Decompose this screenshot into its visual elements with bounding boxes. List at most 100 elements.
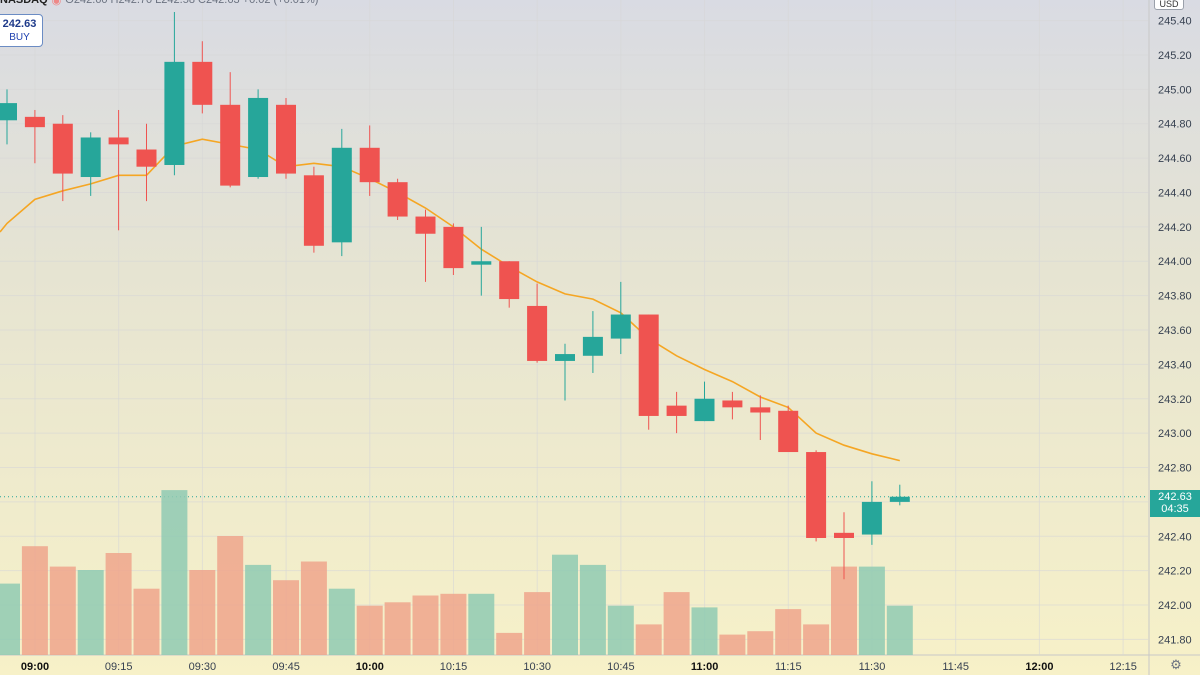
last-price-label: 242.63 04:35 bbox=[1150, 489, 1200, 517]
candle bbox=[722, 391, 743, 420]
symbol-label[interactable]: NASDAQ bbox=[0, 0, 48, 6]
candle bbox=[638, 314, 659, 430]
candle bbox=[164, 12, 185, 176]
price-tick-label: 244.00 bbox=[1158, 256, 1192, 268]
price-tick-label: 243.20 bbox=[1158, 394, 1192, 406]
candle-body bbox=[303, 175, 324, 246]
time-tick-label: 11:00 bbox=[691, 661, 719, 673]
volume-bar bbox=[245, 564, 272, 655]
volume-bar bbox=[21, 546, 48, 655]
price-tick-label: 244.80 bbox=[1158, 119, 1192, 131]
candle-body bbox=[499, 261, 520, 300]
volume-bar bbox=[0, 583, 20, 655]
candle bbox=[136, 123, 157, 202]
price-tick-label: 242.40 bbox=[1158, 531, 1192, 543]
time-tick-label: 09:00 bbox=[21, 661, 49, 673]
price-tick-label: 242.00 bbox=[1158, 600, 1192, 612]
symbol-legend: NASDAQ ◉ O242.60 H242.70 L242.58 C242.63… bbox=[0, 0, 318, 8]
candle-body bbox=[834, 532, 854, 538]
candle bbox=[610, 281, 631, 355]
candles bbox=[0, 12, 910, 580]
pin-icon[interactable]: ◉ bbox=[51, 0, 62, 7]
bar-countdown: 04:35 bbox=[1161, 502, 1189, 515]
candle-body bbox=[80, 137, 101, 178]
volume-bar bbox=[663, 592, 690, 655]
price-tick-label: 244.40 bbox=[1158, 187, 1192, 199]
candle bbox=[834, 512, 854, 580]
time-tick-label: 10:30 bbox=[523, 661, 551, 673]
candle-body bbox=[220, 104, 241, 186]
candle-body bbox=[192, 61, 213, 105]
candle-body bbox=[443, 226, 464, 269]
candle-body bbox=[750, 407, 771, 413]
time-tick-label: 10:45 bbox=[607, 661, 635, 673]
price-tick-label: 242.20 bbox=[1158, 566, 1192, 578]
volume-bar bbox=[77, 570, 104, 655]
price-axis[interactable]: 245.40 245.20 245.00 244.80 244.60 244.40 244.… bbox=[1158, 16, 1192, 647]
volume-bar bbox=[189, 570, 216, 655]
price-tick-label: 244.60 bbox=[1158, 153, 1192, 165]
volume-bar bbox=[552, 554, 578, 655]
time-tick-label: 09:15 bbox=[105, 661, 133, 673]
candle-body bbox=[582, 336, 603, 356]
volume-bar bbox=[607, 605, 634, 655]
candle-body bbox=[610, 314, 631, 339]
price-tick-label: 245.20 bbox=[1158, 50, 1192, 62]
price-tick-label: 243.80 bbox=[1158, 291, 1192, 303]
volume-bar bbox=[49, 566, 76, 655]
gear-icon[interactable]: ⚙ bbox=[1170, 657, 1182, 672]
candle-body bbox=[527, 305, 548, 361]
volume-bar bbox=[273, 580, 299, 655]
price-tick-label: 245.00 bbox=[1158, 84, 1192, 96]
volume-bar bbox=[217, 536, 244, 655]
volume-bar bbox=[691, 607, 718, 655]
candle-body bbox=[0, 103, 17, 121]
candle bbox=[694, 381, 715, 422]
price-tick-label: 243.60 bbox=[1158, 325, 1192, 337]
price-tick-label: 243.40 bbox=[1158, 359, 1192, 371]
candle-body bbox=[806, 452, 827, 538]
price-tick-label: 241.80 bbox=[1158, 634, 1192, 646]
volume-bar bbox=[133, 588, 160, 655]
time-tick-label: 09:30 bbox=[189, 661, 217, 673]
candle-body bbox=[471, 261, 492, 265]
time-tick-label: 10:00 bbox=[356, 661, 384, 673]
time-tick-label: 11:30 bbox=[859, 661, 886, 673]
candle-body bbox=[359, 147, 380, 183]
candle bbox=[52, 115, 73, 202]
candle-body bbox=[722, 400, 743, 408]
candle-body bbox=[248, 97, 269, 178]
candle-body bbox=[164, 61, 185, 165]
candle bbox=[443, 223, 464, 275]
candle bbox=[778, 405, 799, 453]
volume-bar bbox=[579, 564, 606, 655]
volume-bar bbox=[803, 624, 830, 655]
candle bbox=[108, 109, 129, 231]
volume-bar bbox=[635, 624, 662, 655]
time-tick-label: 12:00 bbox=[1025, 661, 1053, 673]
volume-bar bbox=[719, 634, 746, 655]
candle bbox=[359, 125, 380, 196]
candle-body bbox=[638, 314, 659, 416]
time-tick-label: 12:15 bbox=[1109, 661, 1137, 673]
candle bbox=[276, 97, 296, 179]
volume-bar bbox=[747, 631, 774, 655]
candle bbox=[415, 209, 436, 282]
candle bbox=[387, 178, 408, 220]
ma-polyline bbox=[0, 138, 900, 462]
time-tick-label: 11:45 bbox=[942, 661, 969, 673]
time-axis[interactable]: 09:00 09:15 09:30 09:45 10:00 10:15 10:30 10:45… bbox=[21, 661, 1137, 673]
candle bbox=[192, 41, 213, 114]
candle bbox=[303, 166, 324, 253]
candle-body bbox=[555, 354, 575, 361]
candle-body bbox=[276, 104, 296, 174]
candle-body bbox=[861, 501, 882, 535]
volume-bar bbox=[328, 588, 355, 655]
volume-bar bbox=[468, 593, 495, 655]
candle bbox=[555, 343, 575, 401]
price-tick-label: 245.40 bbox=[1158, 16, 1192, 28]
buy-order-button[interactable]: 242.63 BUY bbox=[0, 14, 43, 47]
currency-select[interactable]: USD bbox=[1154, 0, 1184, 10]
volume-bar bbox=[105, 553, 132, 655]
